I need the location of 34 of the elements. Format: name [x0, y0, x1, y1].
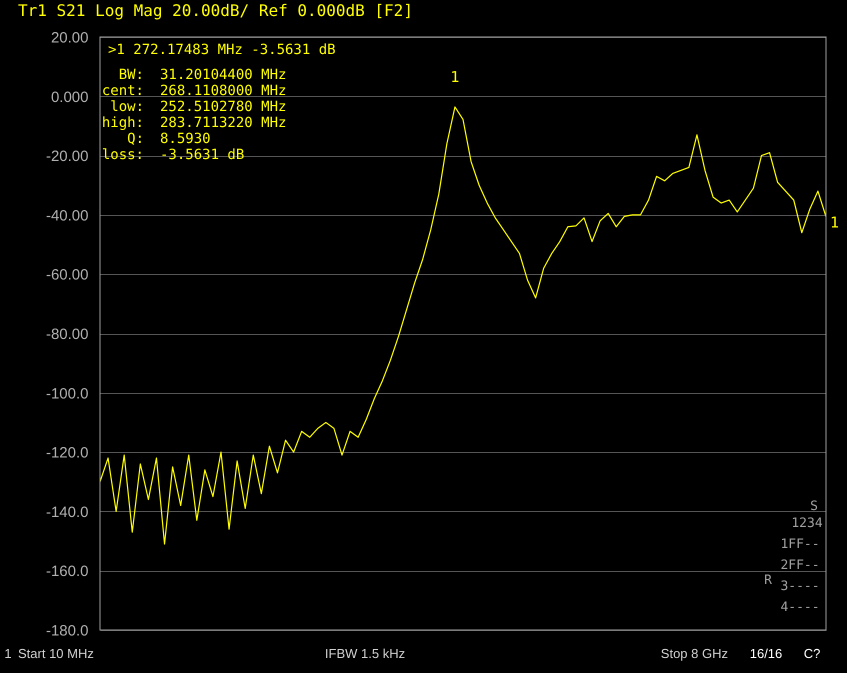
annotation: R [764, 573, 772, 588]
annotation: 1 [450, 68, 460, 86]
y-tick-label: -120.0 [46, 444, 88, 462]
text: 1 [4, 646, 12, 661]
y-tick-label: -180.0 [46, 622, 88, 640]
annotation: 4---- [780, 600, 820, 615]
annotation: high: 283.7113220 MHz [102, 115, 286, 131]
annotation: S [810, 499, 818, 514]
annotation: 1234 [791, 516, 823, 531]
text: C? [804, 646, 820, 661]
y-tick-label: -40.00 [46, 207, 88, 224]
text: Stop 8 GHz [660, 646, 728, 661]
annotation: 3---- [780, 579, 820, 594]
annotation: 1FF-- [780, 537, 820, 552]
annotation: >1 272.17483 MHz -3.5631 dB [108, 42, 336, 58]
y-tick-label: -100.0 [46, 385, 88, 402]
text: IFBW 1.5 kHz [324, 646, 406, 661]
y-tick-label: -80.00 [46, 326, 88, 343]
text: Start 10 MHz [18, 646, 94, 661]
y-tick-label: -140.0 [46, 504, 88, 521]
annotation: cent: 268.1108000 MHz [102, 83, 286, 99]
text: 16/16 [750, 646, 782, 661]
annotation: 2FF-- [780, 558, 820, 573]
y-tick-label: -160.0 [46, 563, 88, 580]
annotation: BW: 31.20104400 MHz [118, 67, 286, 83]
y-tick-label: -20.00 [46, 148, 88, 166]
chart-title: Tr1 S21 Log Mag 20.00dB/ Ref 0.000dB [F2] [18, 1, 413, 20]
y-tick-label: -60.00 [46, 266, 88, 284]
annotation: low: 252.5102780 MHz [110, 99, 286, 115]
y-tick-label: 20.00 [50, 30, 88, 46]
annotation: loss: -3.5631 dB [102, 147, 244, 163]
annotation: Q: 8.5930 [127, 131, 211, 147]
text: 1 [830, 214, 840, 232]
y-tick-label: 0.000 [50, 88, 88, 106]
